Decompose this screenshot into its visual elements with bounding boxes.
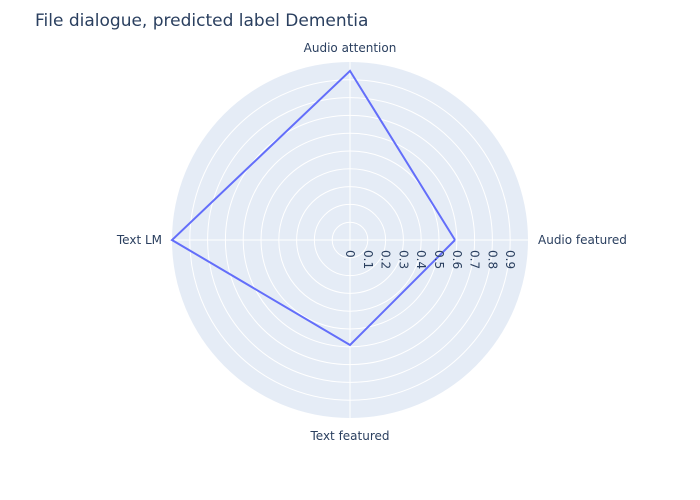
radial-tick-label: 0.5 [432, 250, 446, 269]
radial-tick-label: 0.7 [468, 250, 482, 269]
angular-axis-labels: Audio featured Audio attention Text LM Text… [116, 41, 627, 443]
radial-tick-label: 0.6 [450, 250, 464, 269]
angular-axis-label: Audio featured [538, 233, 627, 247]
radial-tick-label: 0 [343, 250, 357, 258]
series-layer [170, 69, 456, 347]
polar-grid [172, 62, 528, 418]
radial-tick-label: 0.1 [361, 250, 375, 269]
radial-tick-label: 0.4 [414, 250, 428, 269]
chart-title: File dialogue, predicted label Dementia [35, 11, 369, 31]
radial-tick-label: 0.2 [379, 250, 393, 269]
radial-tick-labels: 0 0.1 0.2 0.3 0.4 0.5 0.6 0.7 0.8 0.9 [343, 250, 517, 269]
radial-tick-label: 0.3 [396, 250, 410, 269]
angular-axis-label: Audio attention [304, 41, 397, 55]
angular-axis-label: Text featured [309, 429, 389, 443]
radial-tick-label: 0.9 [503, 250, 517, 269]
radial-tick-label: 0.8 [485, 250, 499, 269]
angular-axis-label: Text LM [116, 233, 162, 247]
